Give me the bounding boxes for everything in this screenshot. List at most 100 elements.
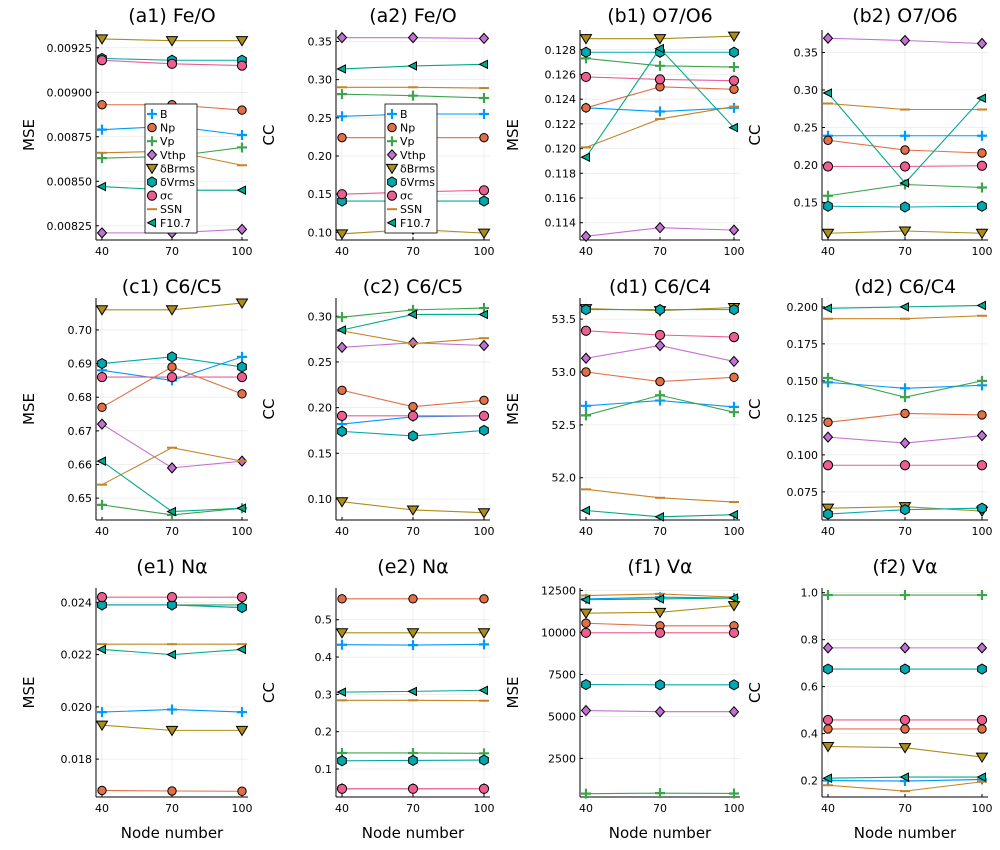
y-axis-label: CC [746,125,764,146]
data-point-σc [899,161,911,172]
data-point-σc [822,161,834,172]
y-tick-label: 0.3 [315,688,333,701]
legend-label: B [400,108,408,121]
panel-e1: 40 70 100 0.018 0.020 0.022 0.024 (e1) Nα MSE Nod… [20,556,253,842]
y-tick-label: 0.70 [68,324,93,337]
data-point-σc [478,410,490,421]
data-point-δVrms [977,663,987,675]
x-axis-label: Node number [362,824,465,842]
data-point-δBrms [165,305,179,316]
x-axis-label: Node number [609,824,712,842]
legend-marker [385,163,399,175]
data-point-δBrms [477,628,491,639]
data-point-Vp [479,303,489,314]
data-point-B [729,102,739,113]
data-point-σc [166,371,178,383]
legend-marker [147,176,157,188]
data-point-F10.7 [899,772,909,782]
panel-b2: 40 70 100 0.15 0.20 0.25 0.30 0.35 (b2) O7/O6 CC [746,5,993,258]
data-point-Vp [655,390,665,401]
legend-label: δBrms [160,162,195,175]
data-point-Vthp [728,355,740,368]
y-tick-label: 0.25 [794,122,819,135]
y-tick-label: 12500 [541,585,576,598]
data-point-Np [729,84,739,94]
panel-title: (b2) O7/O6 [852,5,958,27]
legend-label: σc [400,190,413,203]
y-tick-label: 0.30 [308,310,333,323]
y-tick-label: 0.00900 [47,86,93,99]
data-point-δVrms [900,504,910,516]
data-point-Vthp [407,31,419,44]
x-tick-label: 70 [406,525,420,538]
x-tick-label: 100 [724,245,745,258]
panel-title: (a1) Fe/O [128,5,216,27]
data-point-σc [728,627,740,638]
y-tick-label: 0.126 [545,68,577,81]
data-point-δBrms [235,298,249,310]
x-tick-label: 100 [724,802,745,815]
data-point-σc [976,714,988,726]
data-point-δBrms [727,601,741,612]
data-point-B [581,400,591,411]
y-tick-label: 2500 [548,752,576,765]
legend-marker [147,122,157,133]
data-point-δVrms [408,430,418,442]
y-axis-label: CC [746,682,764,703]
data-point-σc [96,592,108,603]
data-point-δVrms [655,304,665,316]
data-point-σc [407,410,419,421]
data-point-F10.7 [976,772,986,782]
data-point-δVrms [97,599,107,611]
data-point-Vthp [654,221,666,234]
y-axis-label: MSE [20,393,38,425]
data-point-Np [237,105,247,115]
data-point-δBrms [95,720,109,732]
data-point-Vthp [822,431,834,443]
panel-f2: 40 70 100 0.2 0.4 0.6 0.8 1.0 (f2) Vα CC Node numb… [746,556,993,842]
data-point-δBrms [477,508,491,519]
data-point-δVrms [977,200,987,212]
y-tick-label: 0.124 [545,93,577,106]
panel-title: (f2) Vα [872,556,937,578]
data-point-B [900,130,910,141]
data-point-δVrms [237,602,247,614]
x-tick-label: 70 [898,245,912,258]
data-point-σc [478,185,490,196]
data-point-F10.7 [822,303,832,314]
data-point-Vp [729,62,739,73]
legend-label: Vp [160,135,175,148]
y-tick-label: 7500 [548,668,576,681]
data-point-Np [581,103,591,113]
y-tick-label: 0.8 [801,634,819,647]
data-point-δVrms [237,361,247,373]
data-point-δVrms [581,304,591,316]
data-point-F10.7 [976,300,986,311]
data-point-Vp [977,375,987,386]
y-tick-label: 0.118 [545,167,577,180]
x-tick-label: 70 [406,245,420,258]
y-tick-label: 1.0 [801,587,819,600]
data-point-Np [97,785,107,796]
data-point-F10.7 [407,61,417,71]
panel-d1: 40 70 100 52.0 52.5 53.0 53.5 (d1) C6/C4 MSE [504,276,745,538]
data-point-Np [581,618,591,628]
y-tick-label: 0.2 [801,775,819,788]
data-point-σc [728,75,740,86]
data-point-Np [823,724,833,734]
data-point-δVrms [167,599,177,611]
legend-label: F10.7 [160,217,191,230]
x-axis-label: Node number [121,824,224,842]
y-tick-label: 0.30 [794,84,819,97]
data-point-B [337,639,347,650]
legend-marker [387,122,397,133]
legend-marker [387,136,397,147]
legend-label: Np [160,122,175,135]
y-axis-label: MSE [504,119,522,151]
panel-title: (d1) C6/C4 [609,276,711,298]
data-point-Np [408,402,418,412]
x-tick-label: 100 [972,245,993,258]
data-point-σc [899,714,911,726]
data-point-σc [976,160,988,171]
data-point-Np [900,145,910,155]
